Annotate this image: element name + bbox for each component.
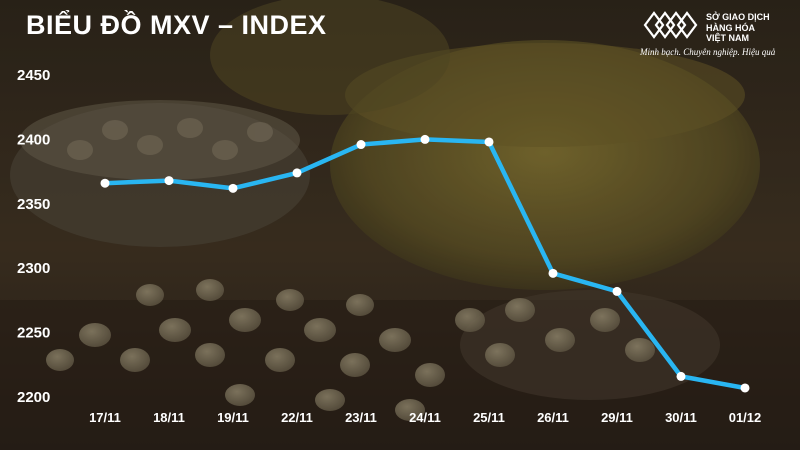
brand-slogan: Minh bạch. Chuyên nghiệp. Hiệu quả (640, 47, 776, 57)
y-tick-label: 2400 (17, 131, 50, 148)
data-point (676, 371, 686, 381)
x-tick-label: 19/11 (217, 410, 249, 425)
brand-name: SỞ GIAO DỊCH HÀNG HÓA VIỆT NAM (706, 12, 796, 44)
x-tick-label: 01/12 (729, 410, 762, 425)
data-point (548, 268, 558, 278)
y-tick-label: 2250 (17, 325, 50, 342)
series-line (102, 137, 748, 391)
x-tick-label: 26/11 (537, 410, 569, 425)
data-point (292, 168, 302, 178)
mxv-logo-icon (643, 11, 698, 39)
y-tick-label: 2200 (17, 389, 50, 406)
y-tick-label: 2350 (17, 196, 50, 213)
brand-block: SỞ GIAO DỊCH HÀNG HÓA VIỆT NAM Minh bạch… (636, 8, 786, 68)
x-tick-label: 22/11 (281, 410, 313, 425)
data-point (164, 176, 174, 186)
chart-title: BIỂU ĐỒ MXV – INDEX (26, 10, 327, 40)
data-point (356, 140, 366, 150)
x-tick-label: 30/11 (665, 410, 697, 425)
x-tick-label: 25/11 (473, 410, 505, 425)
x-tick-label: 23/11 (345, 410, 377, 425)
x-tick-label: 18/11 (153, 410, 185, 425)
x-tick-label: 29/11 (601, 410, 633, 425)
data-point (612, 286, 622, 296)
data-point (228, 183, 238, 193)
x-tick-label: 24/11 (409, 410, 441, 425)
brand-name-line: HÀNG HÓA (706, 22, 755, 33)
brand-name-line: VIỆT NAM (706, 33, 750, 43)
x-tick-label: 17/11 (89, 410, 121, 425)
data-point (420, 134, 430, 144)
data-point (740, 383, 750, 393)
y-tick-label: 2450 (17, 67, 50, 84)
brand-name-line: SỞ GIAO DỊCH (706, 12, 770, 22)
y-tick-label: 2300 (17, 260, 50, 277)
data-point (100, 178, 110, 188)
data-point (484, 137, 494, 147)
